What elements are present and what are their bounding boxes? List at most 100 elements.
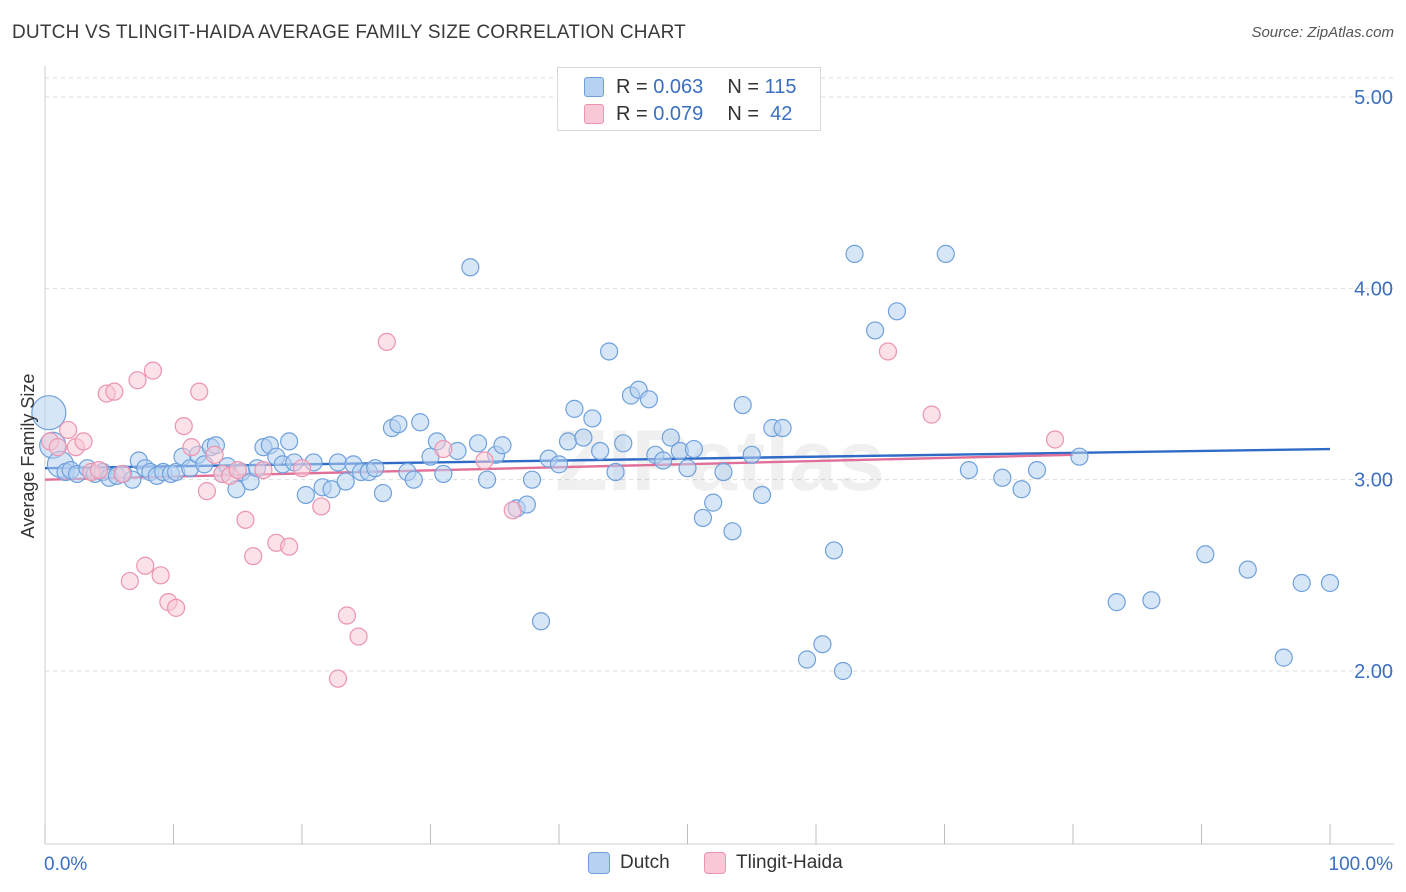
tlingit-haida-point — [197, 482, 217, 501]
dutch-point — [661, 428, 680, 447]
dutch-point — [493, 436, 512, 455]
dutch-point — [887, 302, 907, 321]
y-tick-label: 2.00 — [1354, 661, 1393, 683]
dutch-point — [328, 453, 348, 472]
r-label: R = — [616, 102, 654, 125]
dutch-point — [565, 399, 584, 418]
dutch-point — [773, 418, 792, 438]
dutch-point — [1027, 461, 1047, 480]
tlingit-haida-point — [105, 382, 124, 401]
tlingit-haida-point — [328, 669, 348, 688]
dutch-point — [296, 485, 315, 505]
stats-row-dutch: R = 0.063 N = 115 — [584, 74, 796, 100]
dutch-point — [1238, 560, 1257, 579]
dutch-point — [434, 464, 453, 484]
tlingit-haida-point — [112, 464, 132, 484]
dutch-point — [600, 342, 619, 361]
tlingit-haida-point — [136, 556, 155, 575]
tlingit-haida-swatch — [704, 852, 726, 874]
chart-title: DUTCH VS TLINGIT-HAIDA AVERAGE FAMILY SI… — [12, 22, 686, 43]
tlingit-haida-point — [244, 547, 263, 566]
r-value: 0.063 — [653, 75, 704, 98]
dutch-point — [1292, 573, 1311, 593]
n-label: N = — [727, 75, 765, 98]
tlingit-haida-point — [236, 510, 255, 529]
n-label: N = — [727, 102, 765, 125]
dutch-point — [606, 462, 625, 482]
source-credit: Source: ZipAtlas.com — [1251, 24, 1394, 41]
tlingit-haida-point — [1045, 430, 1065, 449]
grid-lines — [45, 77, 1394, 672]
dutch-point — [477, 470, 497, 489]
dutch-swatch — [588, 852, 610, 874]
stats-row-tlingit-haida: R = 0.079 N = 42 — [584, 101, 792, 127]
tlingit-haida-point — [922, 405, 941, 424]
dutch-point — [558, 432, 578, 451]
dutch-point — [336, 472, 355, 491]
legend-item-tlingit-haida[interactable]: Tlingit-Haida — [704, 852, 843, 874]
tlingit-haida-point — [205, 445, 224, 464]
dutch-point — [574, 428, 593, 447]
y-tick-label: 4.00 — [1354, 278, 1393, 300]
dutch-swatch — [584, 77, 604, 97]
dutch-point — [752, 485, 772, 505]
tlingit-haida-point — [174, 416, 193, 436]
dutch-point — [936, 244, 955, 263]
tlingit-haida-point — [254, 461, 273, 480]
axis-labels: 2.00 3.00 4.00 5.00 0.0% 100.0% Average Family… — [18, 87, 1393, 875]
dutch-point — [522, 470, 542, 489]
n-value: 42 — [764, 102, 793, 125]
tlingit-haida-point — [190, 382, 209, 401]
tlingit-haida-point — [59, 420, 78, 440]
dutch-point — [373, 483, 393, 503]
dutch-point — [366, 459, 385, 478]
dutch-point — [993, 468, 1012, 487]
dutch-point — [653, 451, 673, 470]
legend-label-dutch: Dutch — [620, 852, 670, 873]
tlingit-haida-point — [74, 432, 93, 451]
r-value: 0.079 — [653, 102, 704, 125]
dutch-point — [591, 441, 610, 461]
x-tick-label: 100.0% — [1329, 854, 1394, 875]
tlingit-haida-point — [48, 438, 67, 457]
dutch-point — [1320, 573, 1340, 593]
dutch-point — [797, 650, 817, 669]
tlingit-haida-point — [312, 497, 331, 516]
dutch-point — [704, 493, 723, 512]
dutch-point — [1142, 591, 1161, 610]
dutch-point — [614, 434, 633, 453]
dutch-point — [824, 541, 844, 560]
n-value: 115 — [764, 75, 797, 98]
tlingit-haida-point — [349, 627, 368, 646]
dutch-point — [714, 462, 733, 482]
dutch-point — [31, 395, 67, 431]
dutch-point — [845, 244, 864, 263]
tlingit-haida-point — [434, 439, 453, 459]
tlingit-haida-point — [228, 461, 247, 480]
tlingit-haida-point — [878, 342, 898, 361]
legend-item-dutch[interactable]: Dutch — [588, 852, 670, 874]
dutch-point — [1107, 593, 1126, 612]
tlingit-haida-point — [128, 371, 147, 390]
dutch-point — [1070, 447, 1089, 466]
tlingit-haida-point — [89, 461, 109, 480]
tlingit-haida-point — [143, 361, 163, 380]
dutch-point — [959, 461, 979, 480]
tlingit-haida-point — [292, 459, 312, 478]
dutch-point — [639, 390, 659, 409]
dutch-point — [693, 508, 713, 528]
dutch-point — [461, 258, 480, 277]
dutch-point — [1012, 480, 1031, 499]
dutch-point — [404, 470, 423, 489]
dutch-point — [1196, 545, 1215, 564]
tlingit-haida-point — [182, 438, 201, 457]
dutch-point — [322, 480, 341, 499]
dutch-point — [468, 434, 488, 453]
x-tick-label: 0.0% — [44, 854, 87, 875]
stats-legend: R = 0.063 N = 115 R = 0.079 N = 42 — [557, 67, 821, 131]
tlingit-haida-point — [151, 566, 170, 585]
dutch-point — [280, 432, 299, 451]
dutch-point — [531, 612, 551, 631]
r-label: R = — [616, 75, 654, 98]
